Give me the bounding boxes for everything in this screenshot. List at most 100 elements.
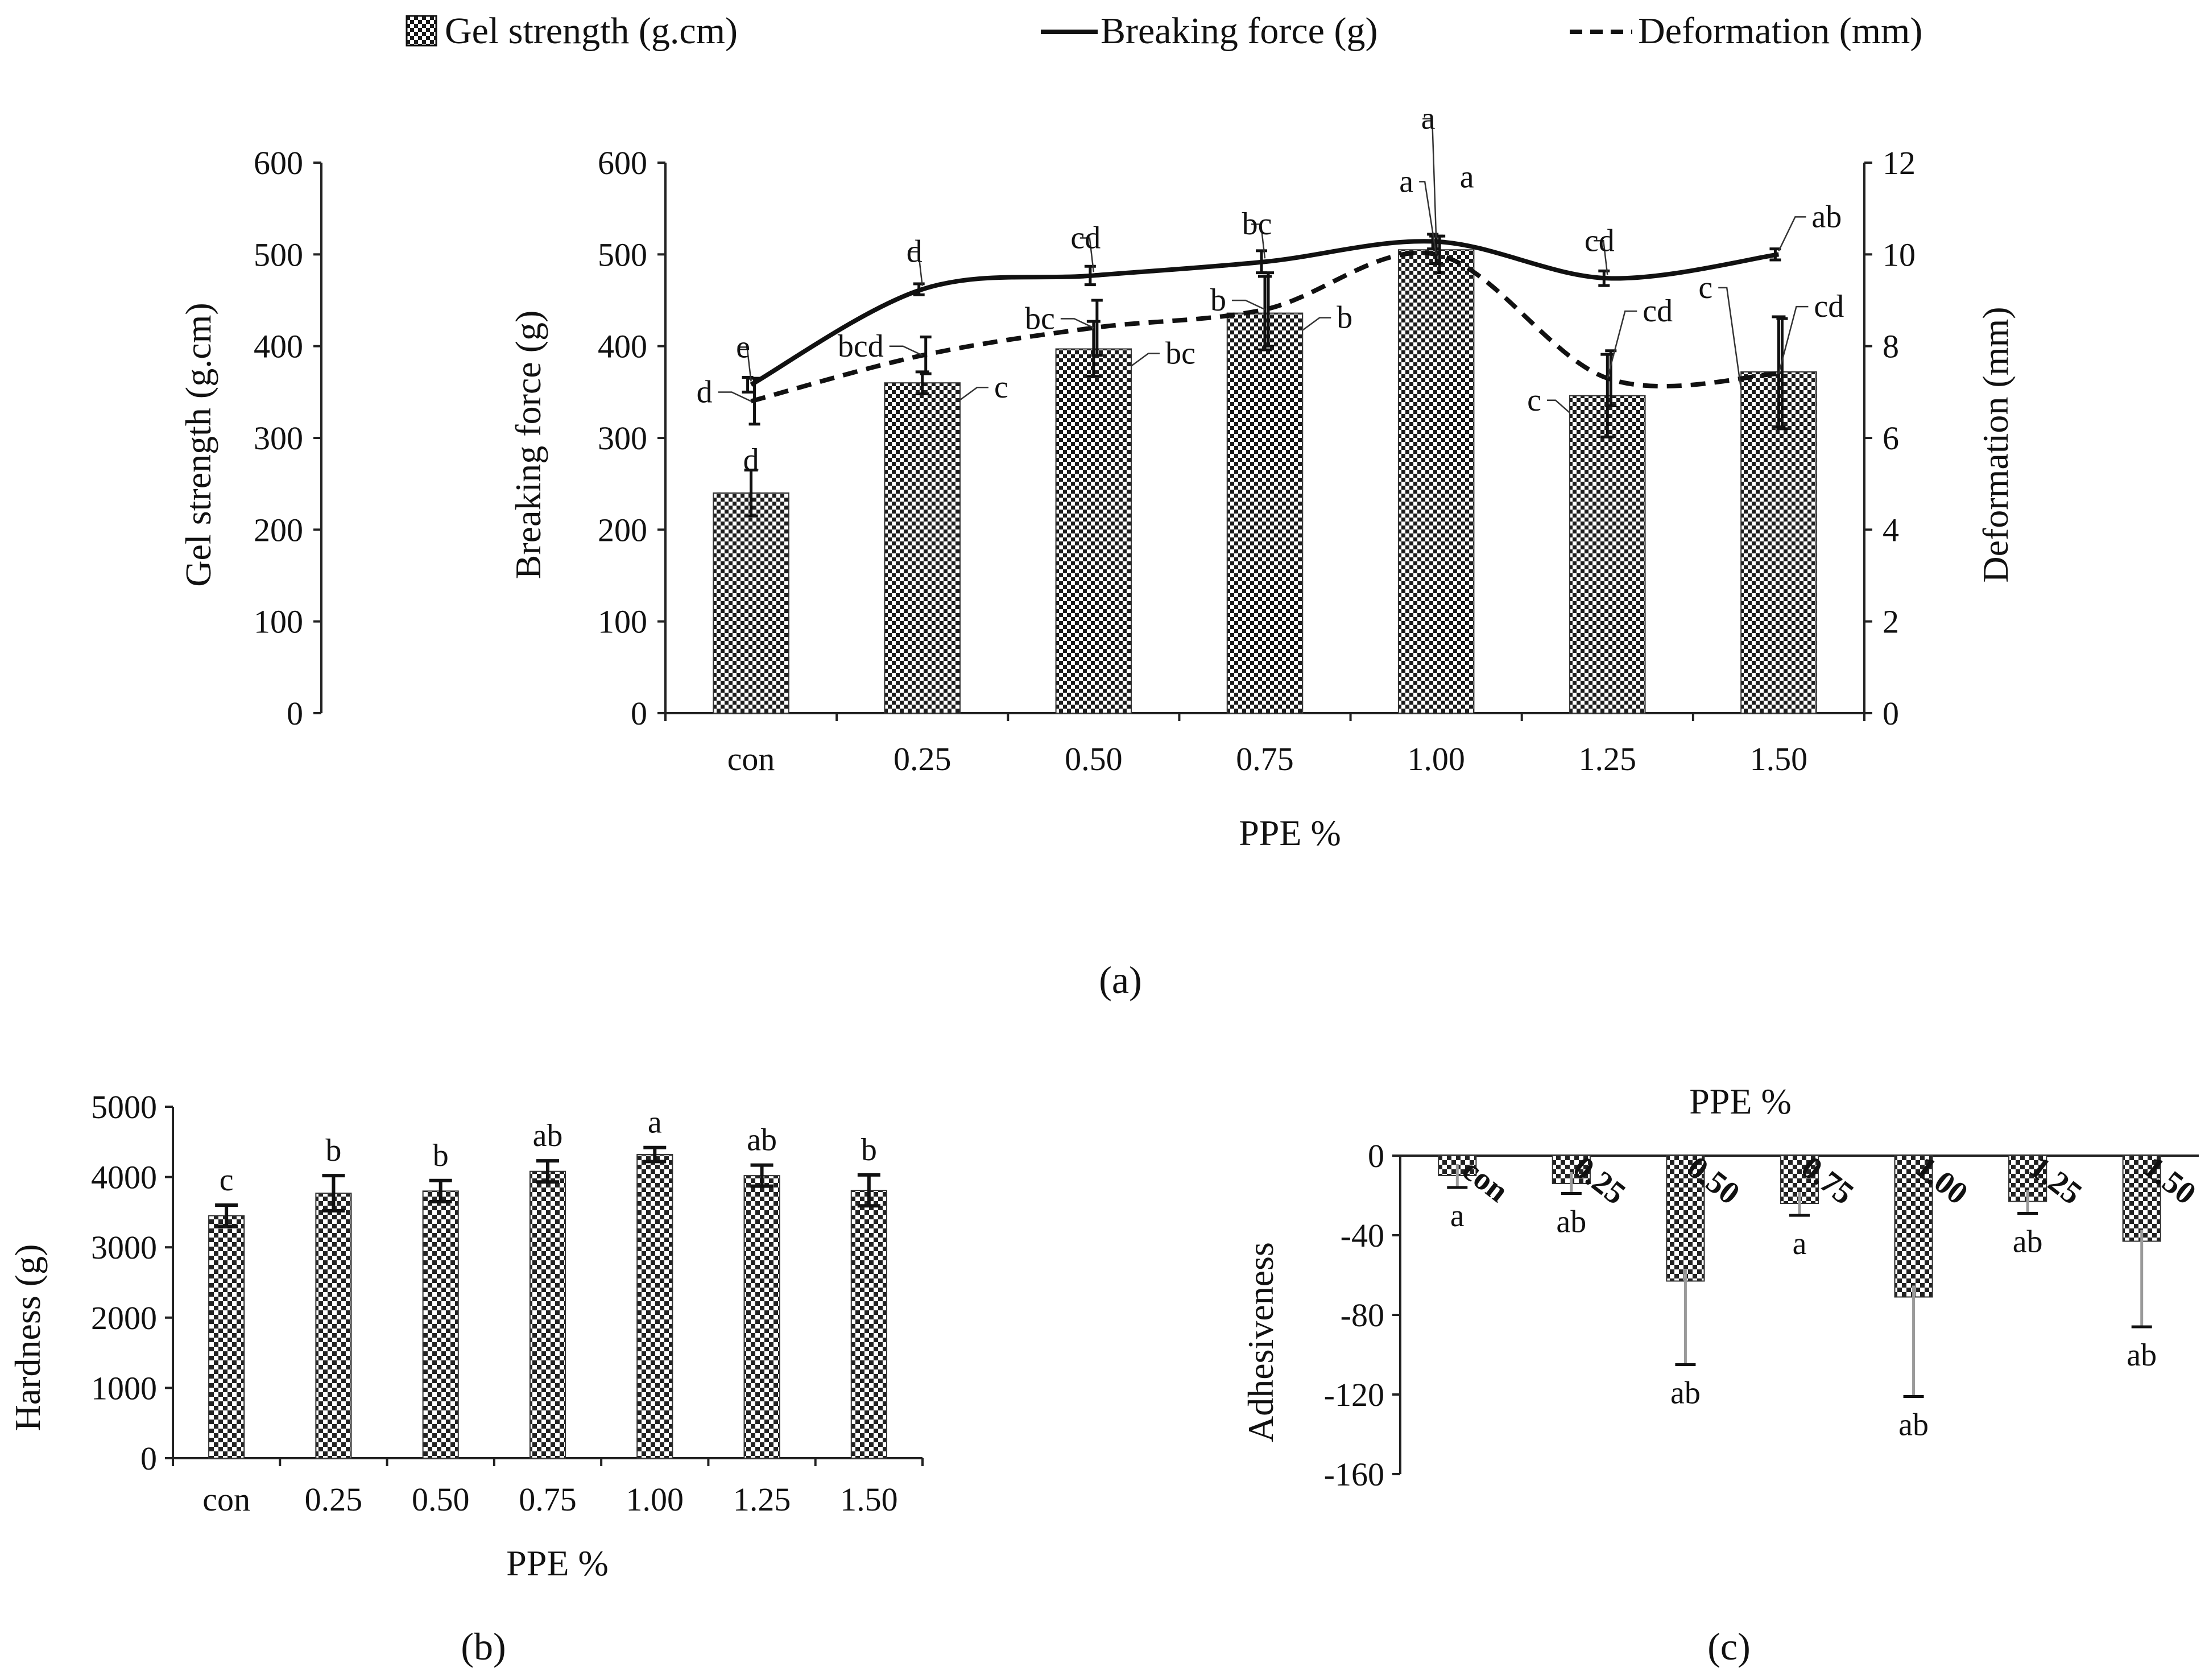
- hardness-y-tick-label: 3000: [91, 1229, 157, 1266]
- deformation-significance-letter-leader: [1232, 299, 1265, 311]
- deformation-significance-letter: bc: [1025, 301, 1055, 336]
- panel-label-b: (b): [461, 1625, 506, 1668]
- hardness-bar: [529, 1170, 566, 1459]
- hardness-axis-title: Hardness (g): [7, 1244, 48, 1431]
- adhesiveness-y-tick-label: 0: [1368, 1137, 1384, 1174]
- adhesiveness-y-tick-label: -80: [1341, 1297, 1384, 1334]
- adhesiveness-significance-letter: ab: [1898, 1408, 1929, 1443]
- breaking-force-y-tick-label: 500: [598, 236, 647, 273]
- deformation-significance-letter-leader: [718, 391, 752, 402]
- x-tick-label-a: 1.50: [1750, 740, 1808, 777]
- gel-strength-significance-letter: d: [743, 442, 759, 478]
- deformation-y-tick-label: 12: [1883, 144, 1916, 181]
- breaking-force-significance-letter: cd: [1585, 223, 1615, 258]
- legend-swatch-gel-strength: [406, 15, 437, 47]
- x-axis-title-c: PPE %: [1689, 1081, 1792, 1122]
- legend: Gel strength (g.cm) Breaking force (g) D…: [406, 10, 1922, 52]
- adhesiveness-y-tick-label: -120: [1324, 1376, 1384, 1413]
- gel-strength-bar: [1569, 395, 1646, 714]
- breaking-force-y-tick-label: 0: [631, 695, 647, 732]
- adhesiveness-significance-letter: ab: [2127, 1338, 2157, 1373]
- hardness-y-tick-label: 0: [140, 1440, 157, 1477]
- hardness-significance-letter: c: [220, 1162, 234, 1198]
- gel-strength-bar: [713, 492, 789, 714]
- breaking-force-significance-letter: ab: [1811, 199, 1842, 234]
- panel-label-a: (a): [1099, 958, 1141, 1002]
- x-tick-label-b: 1.50: [840, 1481, 898, 1518]
- gel-strength-significance-letter-leader: [959, 386, 988, 401]
- deformation-y-tick-label: 6: [1883, 420, 1899, 457]
- legend-label-deformation: Deformation (mm): [1638, 10, 1922, 52]
- gel-strength-significance-letter: a: [1460, 159, 1474, 195]
- breaking-force-significance-letter: e: [736, 329, 750, 365]
- breaking-force-y-tick-label: 600: [598, 144, 647, 181]
- deformation-significance-letter: cd: [1814, 289, 1844, 324]
- breaking-force-y-tick-label: 400: [598, 328, 647, 365]
- gel-strength-significance-letter-leader: [1131, 353, 1160, 367]
- deformation-significance-letter: a: [1399, 164, 1413, 199]
- adhesiveness-significance-letter: a: [1793, 1226, 1807, 1261]
- hardness-significance-letter: b: [861, 1132, 877, 1168]
- chart-b: Hardness (g) PPE % (b) 0 1000 2000 3000 4000…: [7, 1089, 924, 1668]
- deformation-significance-letter: bcd: [838, 329, 884, 364]
- gel-strength-significance-letter: c: [994, 370, 1008, 405]
- gel-strength-y-tick-label: 200: [254, 511, 303, 548]
- adhesiveness-y-tick-label: -160: [1324, 1456, 1384, 1493]
- x-tick-label-b: 1.25: [733, 1481, 791, 1518]
- breaking-force-y-tick-label: 300: [598, 420, 647, 457]
- deformation-y-tick-label: 8: [1883, 328, 1899, 365]
- breaking-force-significance-letter-leader: [1251, 223, 1266, 259]
- breaking-force-significance-letter: bc: [1242, 206, 1272, 242]
- breaking-axis-title: Breaking force (g): [508, 311, 548, 580]
- deformation-y-tick-label: 10: [1883, 236, 1916, 273]
- chart-c: Adhesiveness PPE % (c) 0-40-80-120-160co…: [1240, 1081, 2202, 1668]
- x-tick-label-a: con: [727, 740, 775, 777]
- adhesiveness-bar: [2122, 1155, 2161, 1242]
- gel-axis-title: Gel strength (g.cm): [178, 303, 218, 586]
- gel-strength-significance-letter: bc: [1165, 336, 1195, 371]
- breaking-force-y-tick-label: 100: [598, 603, 647, 640]
- deformation-significance-letter-leader: [1060, 318, 1094, 329]
- breaking-force-line: [750, 239, 1779, 387]
- gel-strength-significance-letter: c: [1698, 270, 1712, 305]
- x-tick-label-b: 0.50: [412, 1481, 470, 1518]
- gel-strength-y-tick-label: 100: [254, 603, 303, 640]
- breaking-force-significance-letter-leader: [1422, 118, 1437, 238]
- gel-strength-significance-letter: b: [1337, 300, 1352, 336]
- gel-strength-y-tick-label: 400: [254, 328, 303, 365]
- adhesiveness-significance-letter: ab: [2013, 1224, 2043, 1260]
- legend-label-breaking-force: Breaking force (g): [1101, 10, 1377, 52]
- adhesiveness-significance-letter: ab: [1556, 1205, 1586, 1240]
- hardness-bar: [315, 1193, 352, 1459]
- breaking-force-significance-letter-leader: [1594, 240, 1608, 275]
- hardness-bar: [850, 1190, 887, 1459]
- breaking-force-significance-letter-leader: [737, 346, 752, 382]
- gel-strength-bar: [1397, 249, 1475, 714]
- x-tick-label-a: 0.50: [1065, 740, 1123, 777]
- hardness-bar: [636, 1154, 673, 1459]
- deformation-significance-letter: d: [697, 374, 713, 409]
- x-tick-label-a: 1.25: [1579, 740, 1637, 777]
- x-axis-title-b: PPE %: [506, 1543, 609, 1583]
- x-tick-label-b: 0.25: [305, 1481, 363, 1518]
- deformation-significance-letter-leader: [1778, 305, 1809, 374]
- x-tick-label-b: 0.75: [519, 1481, 577, 1518]
- deformation-axis-title: Deformation (mm): [1975, 307, 2016, 582]
- hardness-significance-letter: a: [648, 1105, 662, 1140]
- breaking-force-y-tick-label: 200: [598, 511, 647, 548]
- adhesiveness-significance-letter: a: [1450, 1198, 1465, 1234]
- adhesiveness-bar: [1894, 1155, 1933, 1298]
- x-tick-label-b: con: [202, 1481, 250, 1518]
- deformation-y-tick-label: 2: [1883, 603, 1899, 640]
- hardness-bar: [422, 1190, 459, 1459]
- breaking-force-significance-letter-leader: [1079, 237, 1095, 272]
- x-axis-title-a: PPE %: [1239, 813, 1341, 853]
- deformation-y-tick-label: 4: [1883, 511, 1899, 548]
- adhesiveness-y-tick-label: -40: [1341, 1217, 1384, 1254]
- hardness-significance-letter: b: [325, 1133, 341, 1168]
- panel-label-c: (c): [1707, 1625, 1750, 1668]
- breaking-force-significance-letter: a: [1421, 101, 1436, 136]
- deformation-significance-letter-leader: [1419, 181, 1437, 255]
- hardness-bar: [208, 1215, 245, 1459]
